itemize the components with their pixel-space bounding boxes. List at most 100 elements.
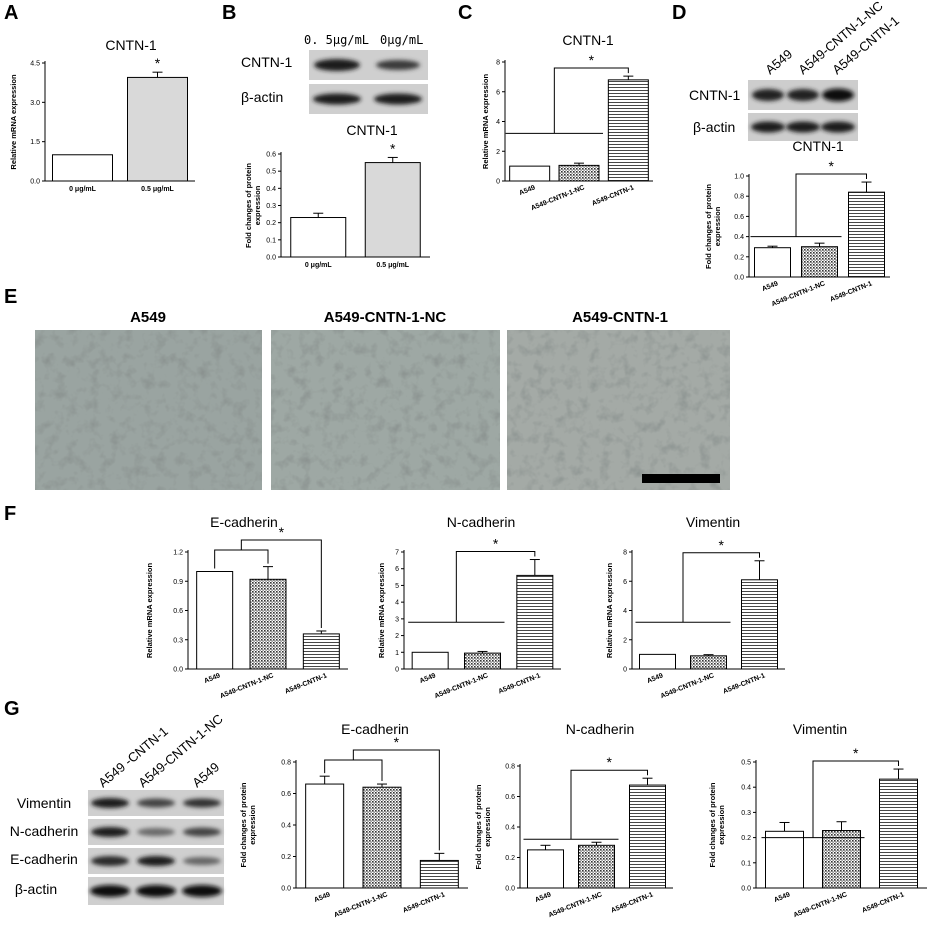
chart-g1: E-cadherin 0.0 0.2 0.4 0.6 0.8 Fold changes of… <box>239 721 468 919</box>
blot-g: A549 -CNTN-1 A549-CNTN-1-NC A549 Vimenti… <box>10 711 226 905</box>
y-tick-label: 0.6 <box>505 794 515 801</box>
blot-band <box>376 60 420 70</box>
x-tick-label: A549 <box>773 891 791 904</box>
x-tick-label: A549-CNTN-1-NC <box>333 891 389 919</box>
y-tick-label: 5 <box>395 583 399 590</box>
y-tick-label: 0.0 <box>266 255 276 262</box>
x-tick-label: A549-CNTN-1 <box>497 672 541 695</box>
y-tick-label: 0 <box>496 179 500 186</box>
bar <box>527 849 564 889</box>
y-tick-label: 0 <box>623 667 627 674</box>
bar <box>305 783 345 889</box>
blot-b-lane-label: 0μg/mL <box>380 33 423 47</box>
y-tick-label: 0.0 <box>30 179 40 186</box>
x-tick-label: A549 <box>203 672 221 685</box>
significance-star: * <box>279 524 285 540</box>
blot-b-row-label: CNTN-1 <box>241 54 293 70</box>
panel-label-f: F <box>4 503 16 525</box>
bar <box>127 76 188 182</box>
blot-band <box>136 885 176 897</box>
y-tick-label: 0.3 <box>173 637 183 644</box>
bar <box>419 859 459 889</box>
x-tick-label: A549 <box>646 672 664 685</box>
bar <box>290 217 347 258</box>
y-tick-label: 6 <box>623 579 627 586</box>
blot-band <box>183 857 221 865</box>
y-tick-label: 0 <box>395 667 399 674</box>
x-tick-label: A549-CNTN-1 <box>829 280 873 303</box>
y-axis-label: Fold changes of proteinexpression <box>708 782 726 867</box>
y-tick-label: 0.8 <box>281 760 291 767</box>
blot-g-row-label: β-actin <box>15 881 57 897</box>
bar <box>765 830 804 889</box>
blot-d-row-label: CNTN-1 <box>689 87 741 103</box>
x-tick-label: A549 <box>534 891 552 904</box>
y-tick-label: 0.8 <box>505 764 515 771</box>
significance-bracket <box>812 760 899 838</box>
panel-label-g: G <box>4 698 20 720</box>
y-tick-label: 2 <box>623 637 627 644</box>
panel-label-c: C <box>458 2 472 24</box>
y-tick-label: 6 <box>395 566 399 573</box>
blot-band <box>182 885 222 897</box>
y-tick-label: 1.5 <box>30 139 40 146</box>
blot-band <box>90 885 130 897</box>
y-tick-label: 0.1 <box>741 860 751 867</box>
bar <box>578 844 615 889</box>
micrograph-texture <box>35 330 262 490</box>
bar <box>801 246 838 278</box>
significance-bracket <box>455 551 536 623</box>
y-tick-label: 0.4 <box>741 785 751 792</box>
y-tick-label: 0.0 <box>281 886 291 893</box>
y-axis-label: Fold changes of proteinexpression <box>704 184 722 269</box>
y-tick-label: 1.2 <box>173 550 183 557</box>
y-tick-label: 8 <box>623 550 627 557</box>
y-axis-label: Relative mRNA expression <box>145 563 154 659</box>
bar <box>249 578 287 670</box>
y-axis-label: Relative mRNA expression <box>481 74 490 170</box>
blot-g-row-label: Vimentin <box>17 795 71 811</box>
significance-star: * <box>607 754 613 770</box>
y-axis-label: Fold changes of proteinexpression <box>474 784 492 869</box>
y-tick-label: 4 <box>395 600 399 607</box>
bar <box>464 652 501 670</box>
y-tick-label: 0.9 <box>173 579 183 586</box>
y-tick-label: 6 <box>496 89 500 96</box>
y-tick-label: 0.5 <box>266 169 276 176</box>
blot-band <box>822 88 854 102</box>
x-tick-label: A549-CNTN-1-NC <box>219 672 275 700</box>
blot-band <box>183 798 221 808</box>
significance-star: * <box>155 55 161 71</box>
blot-band <box>137 798 175 808</box>
micrograph-title: A549-CNTN-1-NC <box>324 309 447 326</box>
y-tick-label: 0.4 <box>266 186 276 193</box>
y-tick-label: 0.0 <box>741 886 751 893</box>
y-axis-label: Fold changes of proteinexpression <box>244 163 262 248</box>
blot-band <box>787 89 819 101</box>
bar <box>879 778 918 889</box>
significance-bracket <box>352 749 440 851</box>
y-tick-label: 0.4 <box>505 825 515 832</box>
chart-title: N-cadherin <box>566 721 634 737</box>
x-tick-label: A549-CNTN-1-NC <box>771 280 827 308</box>
bar <box>741 579 778 670</box>
significance-star: * <box>394 734 400 750</box>
y-tick-label: 2 <box>395 633 399 640</box>
bar <box>639 653 676 670</box>
y-tick-label: 0.8 <box>734 194 744 201</box>
chart-title: CNTN-1 <box>105 37 157 53</box>
x-tick-label: 0.5 μg/mL <box>376 262 409 269</box>
blot-band <box>821 121 855 133</box>
y-tick-label: 0.6 <box>266 152 276 159</box>
y-axis-label: Relative mRNA expression <box>9 74 18 170</box>
y-tick-label: 4 <box>623 608 627 615</box>
y-tick-label: 0.0 <box>505 886 515 893</box>
y-tick-label: 0.3 <box>266 203 276 210</box>
y-tick-label: 0.5 <box>741 760 751 767</box>
chart-title: CNTN-1 <box>792 138 844 154</box>
significance-star: * <box>719 537 725 553</box>
x-tick-label: A549-CNTN-1 <box>610 891 654 914</box>
blot-d-lane-label: A549 <box>762 46 795 77</box>
chart-a: CNTN-1 0.0 1.5 3.0 4.5 Relative mRNA expressi… <box>9 37 195 193</box>
